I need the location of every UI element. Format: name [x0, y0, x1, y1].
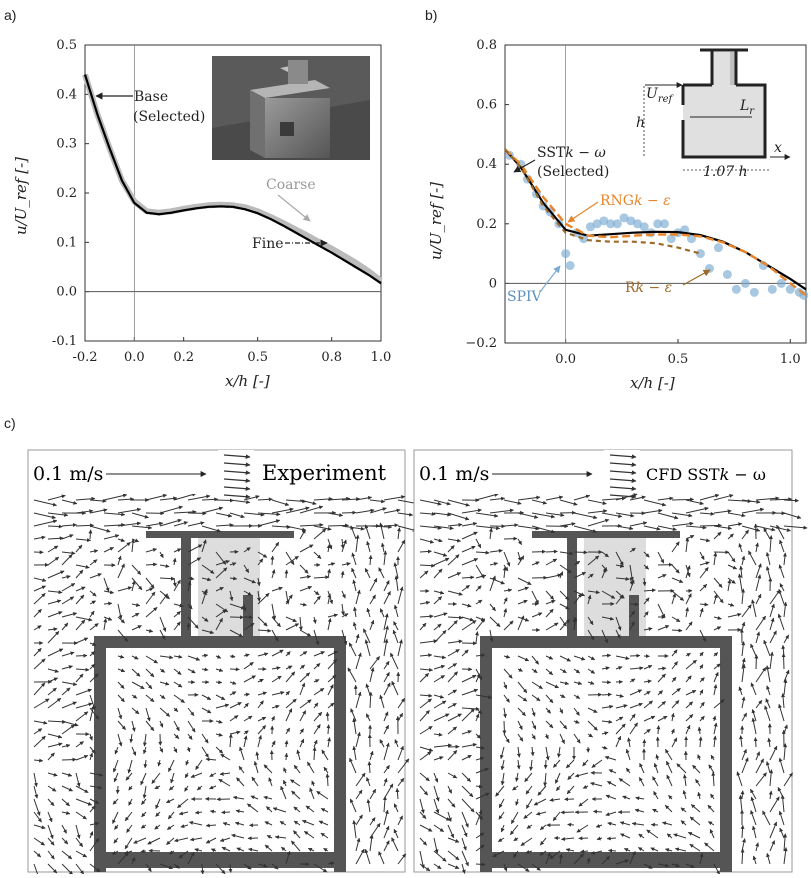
panel-a-label: a): [4, 7, 16, 23]
panel-a-xtick-label: 0.8: [321, 350, 342, 365]
panel-b-ytick-label: −0.2: [465, 336, 497, 351]
panel-a-inset-render: [212, 56, 370, 160]
panel-b-y-ticks: −0.2 0 0.2 0.4 0.6 0.8: [465, 38, 509, 351]
panel-b-ytick-label: 0.6: [476, 98, 497, 113]
panel-a-x-label: x/h [-]: [225, 372, 270, 390]
panel-b-ytick-label: 0.2: [476, 217, 497, 232]
panel-a-ytick-label: 0.3: [56, 137, 77, 152]
panel-b-x-label: x/h [-]: [630, 374, 675, 392]
panel-b-y-label: u/U_ref [-]: [427, 182, 445, 260]
panel-b-spiv-point: [613, 219, 622, 228]
panel-b-spiv-point: [723, 270, 732, 279]
panel-b-inset-schematic: Uref h Lr x 1.07 h: [636, 50, 790, 180]
panel-a-ytick-label: 0.0: [56, 285, 77, 300]
panel-b-spiv-arrow: [540, 266, 560, 292]
panel-c: c) 0.1 m/s Experiment 0.1 m/s CFD SSTk −…: [4, 415, 807, 874]
panel-c-label: c): [4, 415, 16, 431]
panel-b-xtick-label: 1.0: [780, 352, 801, 367]
panel-b-spiv-point: [714, 243, 723, 252]
panel-b-ytick-label: 0: [489, 276, 497, 291]
panel-b-label: b): [425, 7, 437, 23]
panel-b-spiv-point: [768, 285, 777, 294]
panel-c-left-scale: 0.1 m/s: [33, 463, 103, 485]
panel-b-rk-arrow: [683, 270, 710, 285]
panel-b-annot-rng: RNGk − ε: [600, 193, 671, 209]
panel-a-xtick-label: 0.2: [173, 350, 194, 365]
inset-x: x: [774, 140, 782, 156]
panel-b-spiv-point: [561, 249, 570, 258]
panel-a-y-label: u/U_ref [-]: [12, 157, 30, 235]
panel-a-annot-fine: Fine: [252, 236, 284, 252]
panel-a-xtick-label: 1.0: [371, 350, 392, 365]
panel-a: a) -0.1 0.0 0.1 0.2 0.3 0.4 0.5 -0.2 0.0 0.2 0.5 0…: [4, 7, 391, 390]
panel-b-ytick-label: 0.4: [476, 157, 497, 172]
inset-107h: 1.07 h: [703, 164, 748, 180]
panel-b-spiv-point: [660, 219, 669, 228]
panel-a-ytick-label: 0.4: [56, 87, 77, 102]
panel-a-ytick-label: 0.5: [56, 38, 77, 53]
panel-b-xtick-label: 0.0: [555, 352, 576, 367]
panel-a-coarse-arrow: [278, 195, 310, 221]
panel-b-spiv-point: [750, 288, 759, 297]
panel-a-xtick-label: -0.2: [72, 350, 97, 365]
inset-h: h: [636, 115, 645, 131]
panel-b-spiv-point: [741, 279, 750, 288]
panel-a-y-ticks: -0.1 0.0 0.1 0.2 0.3 0.4 0.5: [52, 38, 89, 349]
panel-b: b) −0.2 0 0.2 0.4 0.6 0.8 0.0 0.5 1.0 x/h [-] u…: [425, 7, 808, 392]
panel-c-right-scale: 0.1 m/s: [419, 463, 489, 485]
panel-a-ytick-label: 0.2: [56, 186, 77, 201]
panel-c-left-title: Experiment: [262, 461, 387, 485]
panel-a-annot-coarse: Coarse: [266, 177, 316, 193]
panel-b-annot-sst: SSTk − ω: [537, 145, 606, 161]
panel-b-annot-rk: Rk − ε: [625, 280, 672, 296]
panel-a-annot-selected: (Selected): [133, 109, 205, 125]
panel-c-right-title: CFD SSTk − ω: [646, 465, 766, 484]
inset-uref: Uref: [646, 86, 675, 105]
panel-a-annot-base: Base: [134, 89, 168, 105]
panel-b-xtick-label: 0.5: [668, 352, 689, 367]
panel-b-rng-arrow: [568, 202, 598, 222]
panel-a-ytick-label: 0.1: [56, 235, 77, 250]
panel-a-xtick-label: 0.5: [247, 350, 268, 365]
panel-c-cfd: [414, 450, 807, 874]
panel-b-ytick-label: 0.8: [476, 38, 497, 53]
panel-c-experiment: [28, 450, 421, 874]
panel-a-xtick-label: 0.0: [124, 350, 145, 365]
panel-b-annot-sst-selected: (Selected): [537, 164, 609, 180]
panel-b-spiv-point: [566, 261, 575, 270]
panel-b-spiv-point: [640, 222, 649, 231]
panel-b-annot-spiv: SPIV: [507, 289, 543, 305]
panel-a-ytick-label: -0.1: [52, 334, 77, 349]
panel-b-spiv-point: [732, 285, 741, 294]
